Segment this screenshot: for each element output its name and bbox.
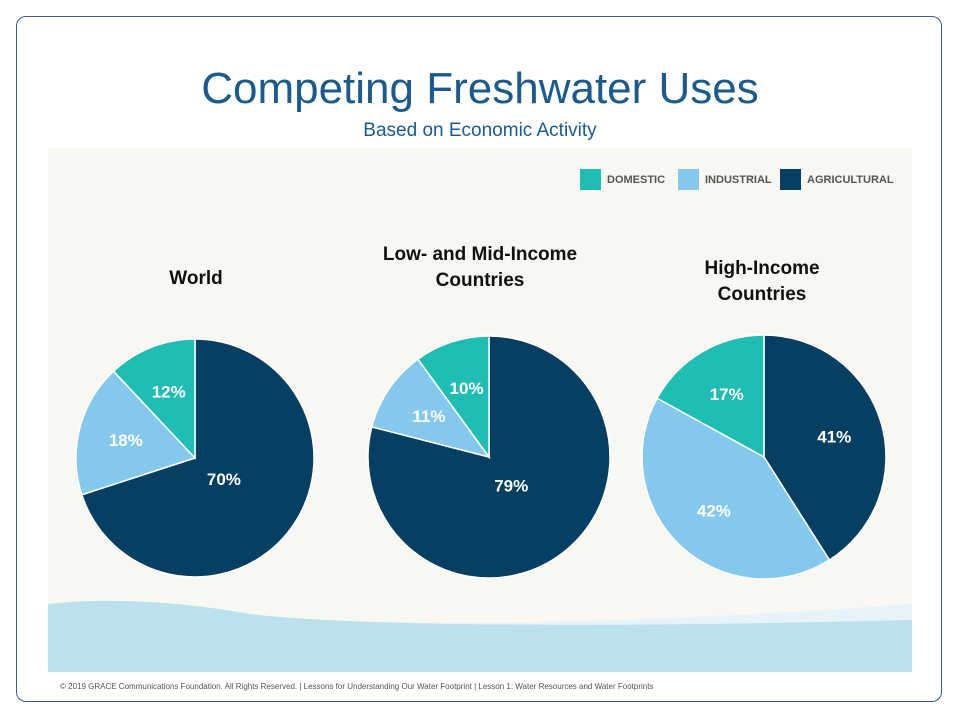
pie-data-label: 70% [207,470,241,489]
pie-slice-industrial [75,370,197,496]
footer-text: © 2019 GRACE Communications Foundation. … [60,682,654,691]
pie-data-label: 12% [152,383,186,402]
legend-industrial: INDUSTRIAL [678,169,772,190]
pie-data-label: 41% [817,428,851,447]
pie-slice-industrial [370,358,491,459]
wave-dark [48,600,912,672]
pie-data-label: 42% [697,501,731,520]
legend-label: AGRICULTURAL [807,173,894,186]
legend-swatch-domestic [580,169,601,190]
pie-slice-domestic [656,334,765,459]
pie-slice-industrial [641,397,831,580]
pie-slice-domestic [112,338,196,460]
pie-data-label: 10% [450,379,484,398]
legend-label: INDUSTRIAL [705,173,772,186]
pie-data-label: 17% [710,385,744,404]
pie-title-world: World [169,268,223,289]
pie-slice-domestic [416,335,490,460]
legend-swatch-agricultural [780,169,801,190]
page-subtitle: Based on Economic Activity [363,120,597,141]
legend-swatch-industrial [678,169,699,190]
legend-agricultural: AGRICULTURAL [780,169,894,190]
legend-domestic: DOMESTIC [580,169,665,190]
pie-title-high: High-Income Countries [704,258,820,305]
page-title: Competing Freshwater Uses [201,64,759,113]
pie-data-label: 79% [494,477,528,496]
slide-frame [16,16,942,702]
legend-label: DOMESTIC [607,173,666,186]
pie-title-low-mid: Low- and Mid-Income Countries [382,244,578,291]
pie-slice-agricultural [80,338,315,578]
pie-data-label: 18% [109,431,143,450]
pie-data-label: 11% [412,407,445,426]
